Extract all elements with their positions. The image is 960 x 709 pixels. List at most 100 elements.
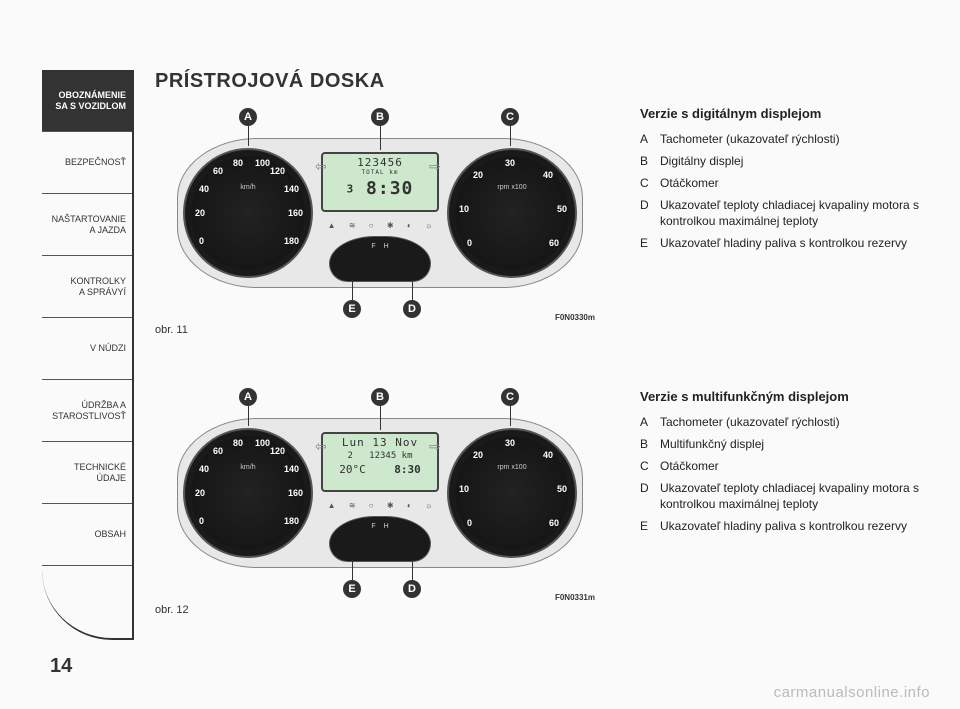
display-trip: 2 12345 km bbox=[325, 451, 435, 461]
sidebar-label: V NÚDZI bbox=[90, 343, 126, 354]
legend-text: Tachometer (ukazovateľ rýchlosti) bbox=[660, 131, 840, 147]
warning-icon: ◐ bbox=[407, 501, 412, 510]
warning-icon: ○ bbox=[369, 221, 374, 230]
sidebar-item-technicke[interactable]: TECHNICKÉ ÚDAJE bbox=[42, 442, 132, 504]
legend-letter: B bbox=[640, 153, 660, 169]
fuel-temp-labels: FH bbox=[330, 243, 430, 250]
display-temp: 20°C bbox=[339, 463, 366, 476]
warning-icon: ☼ bbox=[425, 221, 432, 230]
legend-text: Tachometer (ukazovateľ rýchlosti) bbox=[660, 414, 840, 430]
legend-text: Otáčkomer bbox=[660, 458, 719, 474]
tick: 40 bbox=[543, 170, 553, 180]
legend-item: COtáčkomer bbox=[640, 458, 920, 474]
multifunction-display: Lun 13 Nov 2 12345 km 20°C 8:30 bbox=[321, 432, 439, 492]
tick: 0 bbox=[467, 238, 472, 248]
tick: 40 bbox=[199, 464, 209, 474]
legend-text: Ukazovateľ hladiny paliva s kontrolkou r… bbox=[660, 235, 907, 251]
legend-heading: Verzie s multifunkčným displejom bbox=[640, 388, 920, 406]
tick: 160 bbox=[288, 208, 303, 218]
legend-letter: D bbox=[640, 197, 660, 229]
tick: 40 bbox=[543, 450, 553, 460]
sidebar-item-kontrolky[interactable]: KONTROLKY A SPRÁVYÍ bbox=[42, 256, 132, 318]
sidebar-label: NAŠTARTOVANIE bbox=[52, 214, 126, 225]
tick: 20 bbox=[473, 450, 483, 460]
tick: 10 bbox=[459, 484, 469, 494]
legend-letter: C bbox=[640, 175, 660, 191]
warning-icon-row: ▲ ≋ ○ ✱ ◐ ☼ bbox=[321, 498, 439, 512]
instrument-cluster: 0 20 40 60 80 100 120 140 160 180 km/h 0… bbox=[165, 128, 595, 298]
callout-e: E bbox=[343, 580, 361, 598]
page: OBOZNÁMENIE SA S VOZIDLOM BEZPEČNOSŤ NAŠ… bbox=[0, 0, 960, 709]
legend-text: Multifunkčný displej bbox=[660, 436, 764, 452]
legend-letter: E bbox=[640, 518, 660, 534]
sidebar-label: OBSAH bbox=[94, 529, 126, 540]
fuel-label: F bbox=[371, 243, 383, 250]
sidebar-item-udrzba[interactable]: ÚDRŽBA A STAROSTLIVOSŤ bbox=[42, 380, 132, 442]
tick: 80 bbox=[233, 158, 243, 168]
legend-letter: A bbox=[640, 131, 660, 147]
gauge-unit: rpm x100 bbox=[497, 184, 526, 191]
callout-line bbox=[412, 560, 413, 580]
sidebar-label: OBOZNÁMENIE bbox=[55, 90, 126, 101]
callout-c: C bbox=[501, 388, 519, 406]
callout-line bbox=[380, 406, 381, 430]
tick: 100 bbox=[255, 438, 270, 448]
sidebar-item-bezpecnost[interactable]: BEZPEČNOSŤ bbox=[42, 132, 132, 194]
watermark: carmanualsonline.info bbox=[774, 684, 930, 701]
page-title: PRÍSTROJOVÁ DOSKA bbox=[155, 70, 385, 93]
legend-letter: A bbox=[640, 414, 660, 430]
callout-e: E bbox=[343, 300, 361, 318]
tachometer-gauge: 0 10 20 30 40 50 60 rpm x100 bbox=[447, 148, 577, 278]
odometer-label: TOTAL km bbox=[325, 169, 435, 176]
tick: 180 bbox=[284, 236, 299, 246]
callout-line bbox=[248, 126, 249, 146]
callout-line bbox=[352, 560, 353, 580]
sidebar-item-nastartovanie[interactable]: NAŠTARTOVANIE A JAZDA bbox=[42, 194, 132, 256]
callout-d: D bbox=[403, 300, 421, 318]
warning-icon: ▲ bbox=[328, 221, 336, 230]
legend-letter: D bbox=[640, 480, 660, 512]
clock-value: 8:30 bbox=[366, 178, 413, 199]
warning-icon: ✱ bbox=[387, 221, 394, 230]
temp-label: H bbox=[384, 523, 397, 530]
sidebar-label: A SPRÁVYÍ bbox=[70, 287, 126, 298]
turn-right-icon: ⇨ bbox=[429, 158, 445, 174]
sidebar-label: ÚDAJE bbox=[74, 473, 126, 484]
temp-label: H bbox=[384, 243, 397, 250]
tick: 140 bbox=[284, 464, 299, 474]
tick: 80 bbox=[233, 438, 243, 448]
legend-item: EUkazovateľ hladiny paliva s kontrolkou … bbox=[640, 235, 920, 251]
legend-text: Otáčkomer bbox=[660, 175, 719, 191]
sidebar-label: SA S VOZIDLOM bbox=[55, 101, 126, 112]
warning-icon: ▲ bbox=[328, 501, 336, 510]
legend-letter: B bbox=[640, 436, 660, 452]
tick: 120 bbox=[270, 446, 285, 456]
sidebar-label: KONTROLKY bbox=[70, 276, 126, 287]
legend-letter: C bbox=[640, 458, 660, 474]
digital-display: 123456 TOTAL km 3 8:30 bbox=[321, 152, 439, 212]
callout-line bbox=[352, 280, 353, 300]
callout-line bbox=[510, 126, 511, 146]
sidebar-item-obsah[interactable]: OBSAH bbox=[42, 504, 132, 566]
sidebar-item-vnudzi[interactable]: V NÚDZI bbox=[42, 318, 132, 380]
legend-heading: Verzie s digitálnym displejom bbox=[640, 105, 920, 123]
sidebar-label: TECHNICKÉ bbox=[74, 462, 126, 473]
tick: 30 bbox=[505, 438, 515, 448]
legend-text: Ukazovateľ teploty chladiacej kvapaliny … bbox=[660, 197, 920, 229]
callout-a: A bbox=[239, 388, 257, 406]
sidebar-item-oboznamenie[interactable]: OBOZNÁMENIE SA S VOZIDLOM bbox=[42, 70, 132, 132]
tick: 160 bbox=[288, 488, 303, 498]
odometer-value: 123456 bbox=[357, 156, 403, 169]
tick: 10 bbox=[459, 204, 469, 214]
figure-dashboard-digital: 0 20 40 60 80 100 120 140 160 180 km/h 0… bbox=[165, 108, 595, 318]
turn-left-icon: ⇦ bbox=[315, 158, 331, 174]
callout-b: B bbox=[371, 388, 389, 406]
callout-d: D bbox=[403, 580, 421, 598]
legend-item: ATachometer (ukazovateľ rýchlosti) bbox=[640, 414, 920, 430]
warning-icon: ≋ bbox=[349, 221, 356, 230]
legend-digital: Verzie s digitálnym displejom ATachomete… bbox=[640, 105, 920, 258]
display-odometer: 123456 TOTAL km bbox=[325, 156, 435, 176]
trip-value: 12345 km bbox=[369, 451, 412, 461]
legend-item: DUkazovateľ teploty chladiacej kvapaliny… bbox=[640, 480, 920, 512]
warning-icon: ✱ bbox=[387, 501, 394, 510]
